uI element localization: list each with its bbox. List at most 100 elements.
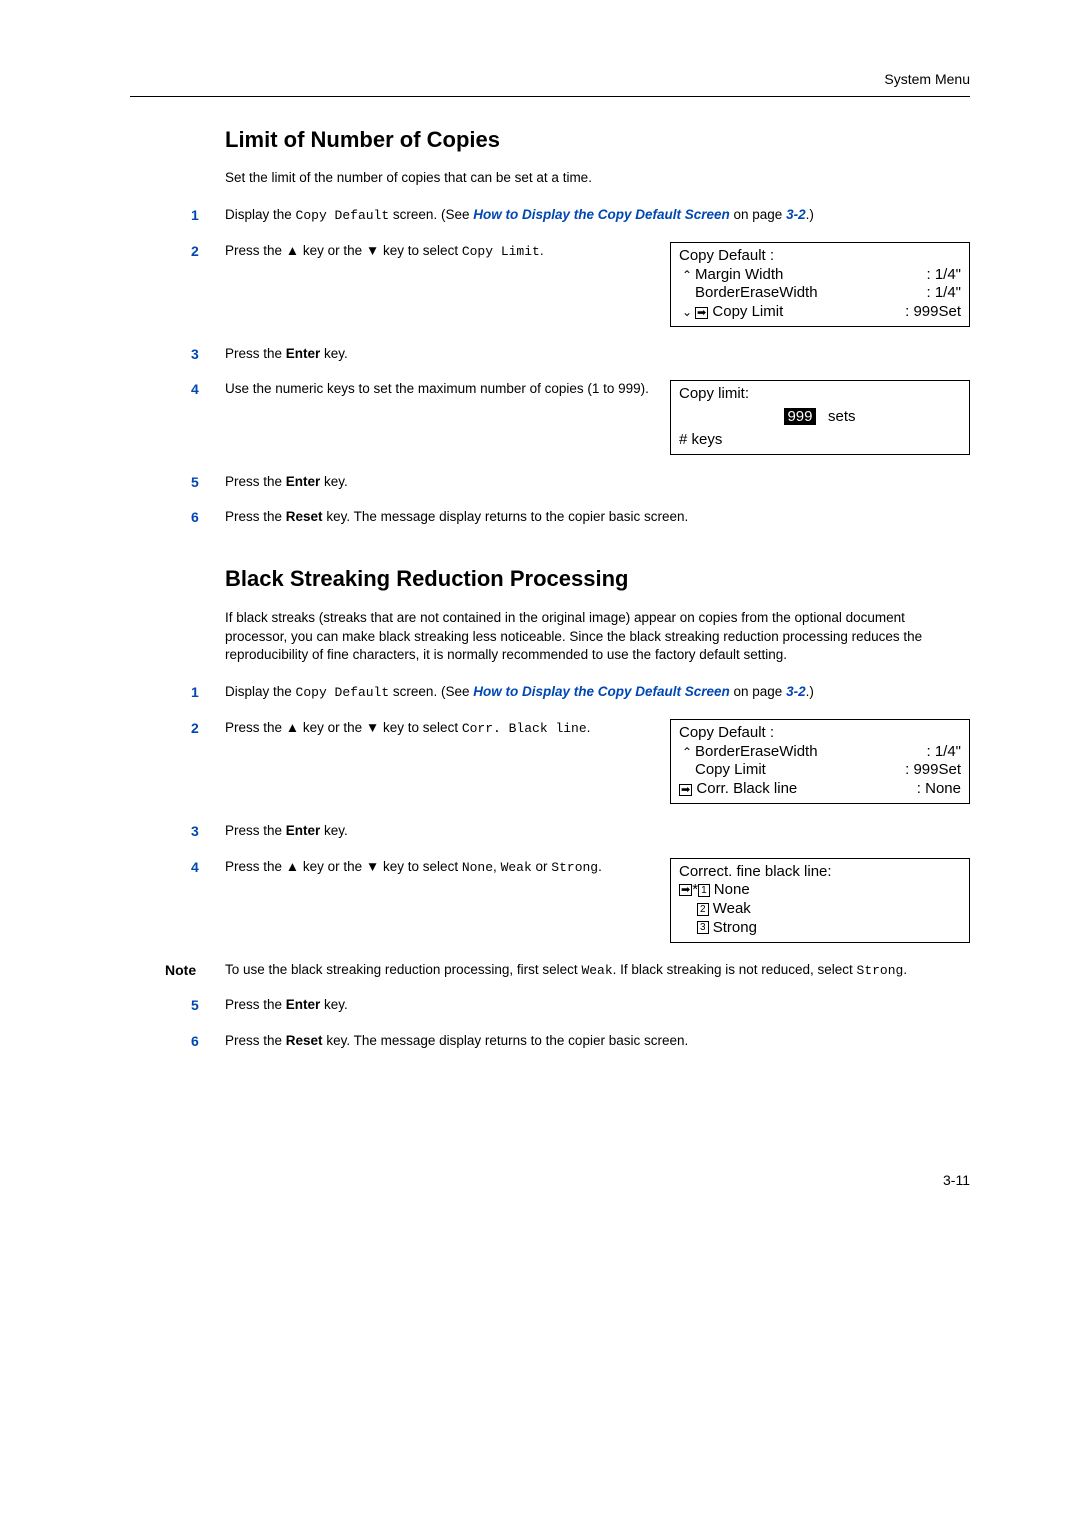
key-name: Enter bbox=[286, 997, 321, 1012]
text: .) bbox=[806, 684, 814, 699]
text: Display the bbox=[225, 207, 296, 222]
header-rule bbox=[130, 96, 970, 97]
s1-step5: 5 Press the Enter key. bbox=[225, 473, 970, 493]
lcd-item: BorderEraseWidth bbox=[695, 284, 818, 303]
text: . bbox=[598, 859, 602, 874]
step-number: 2 bbox=[191, 719, 225, 739]
s1-step4-row: 4 Use the numeric keys to set the maximu… bbox=[225, 380, 970, 454]
cross-ref-link[interactable]: How to Display the Copy Default Screen bbox=[473, 207, 730, 222]
text: on page bbox=[730, 684, 786, 699]
lcd-title: Correct. fine black line: bbox=[679, 863, 961, 882]
code-text: Weak bbox=[581, 963, 612, 978]
s1-step3: 3 Press the Enter key. bbox=[225, 345, 970, 365]
key-name: Reset bbox=[286, 509, 323, 524]
code-text: Strong bbox=[857, 963, 904, 978]
lcd-val: : 999Set bbox=[905, 303, 961, 322]
text: key. bbox=[320, 346, 348, 361]
text: key. The message display returns to the … bbox=[323, 1033, 689, 1048]
text: Press the bbox=[225, 1033, 286, 1048]
page-ref-link[interactable]: 3-2 bbox=[786, 684, 806, 699]
up-caret-icon: ⌃ bbox=[679, 745, 695, 760]
lcd-hint: # keys bbox=[679, 431, 961, 450]
text: on page bbox=[730, 207, 786, 222]
key-name: Enter bbox=[286, 823, 321, 838]
step-number: 4 bbox=[191, 858, 225, 878]
lcd-item: Copy Limit bbox=[712, 303, 783, 322]
lcd-option: Weak bbox=[713, 900, 751, 917]
lcd-option: None bbox=[714, 881, 750, 898]
s2-step6: 6 Press the Reset key. The message displ… bbox=[225, 1032, 970, 1052]
step-number: 1 bbox=[191, 683, 225, 703]
lcd-title: Copy limit: bbox=[679, 385, 961, 404]
lcd-val: : 1/4" bbox=[926, 266, 961, 285]
lcd-highlight-value: 999 bbox=[784, 408, 815, 425]
s2-step5: 5 Press the Enter key. bbox=[225, 996, 970, 1016]
step-number: 6 bbox=[191, 1032, 225, 1052]
arrow-right-icon: ➡ bbox=[679, 784, 692, 796]
step-number: 4 bbox=[191, 380, 225, 400]
note-label: Note bbox=[165, 961, 225, 981]
page-number: 3-11 bbox=[130, 1171, 970, 1191]
s2-note: Note To use the black streaking reductio… bbox=[225, 961, 970, 981]
s2-step4-row: 4 Press the ▲ key or the ▼ key to select… bbox=[225, 858, 970, 943]
lcd-title: Copy Default : bbox=[679, 247, 961, 266]
lcd-val: : 1/4" bbox=[926, 284, 961, 303]
step-number: 1 bbox=[191, 206, 225, 226]
text: , bbox=[493, 859, 501, 874]
down-caret-icon: ⌄ bbox=[679, 305, 695, 320]
code-text: None bbox=[462, 860, 493, 875]
lcd-copy-default-2: Copy Default : ⌃BorderEraseWidth: 1/4" C… bbox=[670, 719, 970, 804]
header-right: System Menu bbox=[130, 70, 970, 90]
lcd-copy-default: Copy Default : ⌃Margin Width: 1/4" Borde… bbox=[670, 242, 970, 327]
text: Use the numeric keys to set the maximum … bbox=[225, 380, 650, 399]
code-text: Copy Default bbox=[296, 208, 390, 223]
lcd-item: Margin Width bbox=[695, 266, 783, 285]
step-number: 2 bbox=[191, 242, 225, 262]
key-name: Enter bbox=[286, 346, 321, 361]
text: or bbox=[532, 859, 552, 874]
code-text: Corr. Black line bbox=[462, 721, 587, 736]
step-number: 3 bbox=[191, 822, 225, 842]
code-text: Strong bbox=[551, 860, 598, 875]
text: key. The message display returns to the … bbox=[323, 509, 689, 524]
lcd-unit: sets bbox=[828, 408, 856, 425]
text: key. bbox=[320, 997, 348, 1012]
lcd-copy-limit: Copy limit: 999 sets # keys bbox=[670, 380, 970, 454]
arrow-right-icon: ➡ bbox=[695, 307, 708, 319]
text: Press the bbox=[225, 474, 286, 489]
text: Press the ▲ key or the ▼ key to select bbox=[225, 720, 462, 735]
option-1-icon: 1 bbox=[698, 884, 710, 897]
text: key. bbox=[320, 823, 348, 838]
text: . bbox=[587, 720, 591, 735]
step-number: 3 bbox=[191, 345, 225, 365]
text: screen. (See bbox=[389, 684, 473, 699]
step-number: 6 bbox=[191, 508, 225, 528]
code-text: Copy Limit bbox=[462, 244, 540, 259]
key-name: Reset bbox=[286, 1033, 323, 1048]
text: Press the bbox=[225, 346, 286, 361]
text: .) bbox=[806, 207, 814, 222]
code-text: Copy Default bbox=[296, 685, 390, 700]
cross-ref-link[interactable]: How to Display the Copy Default Screen bbox=[473, 684, 730, 699]
lcd-item: Copy Limit bbox=[695, 761, 766, 780]
lcd-option: Strong bbox=[713, 919, 757, 936]
lcd-correct-blackline: Correct. fine black line: ➡*1 None 2 Wea… bbox=[670, 858, 970, 943]
lcd-val: : 999Set bbox=[905, 761, 961, 780]
arrow-right-icon: ➡ bbox=[679, 884, 692, 896]
text: . bbox=[903, 962, 907, 977]
text: Press the bbox=[225, 509, 286, 524]
lcd-val: : 1/4" bbox=[926, 743, 961, 762]
text: . If black streaking is not reduced, sel… bbox=[613, 962, 857, 977]
text: Press the ▲ key or the ▼ key to select bbox=[225, 859, 462, 874]
lcd-title: Copy Default : bbox=[679, 724, 961, 743]
text: . bbox=[540, 243, 544, 258]
text: Press the bbox=[225, 823, 286, 838]
text: Press the bbox=[225, 997, 286, 1012]
text: Display the bbox=[225, 684, 296, 699]
section2-intro: If black streaks (streaks that are not c… bbox=[225, 609, 970, 666]
s2-step1: 1 Display the Copy Default screen. (See … bbox=[225, 683, 970, 703]
lcd-item: Corr. Black line bbox=[696, 780, 797, 799]
page-ref-link[interactable]: 3-2 bbox=[786, 207, 806, 222]
text: key. bbox=[320, 474, 348, 489]
s2-step2-row: 2 Press the ▲ key or the ▼ key to select… bbox=[225, 719, 970, 804]
